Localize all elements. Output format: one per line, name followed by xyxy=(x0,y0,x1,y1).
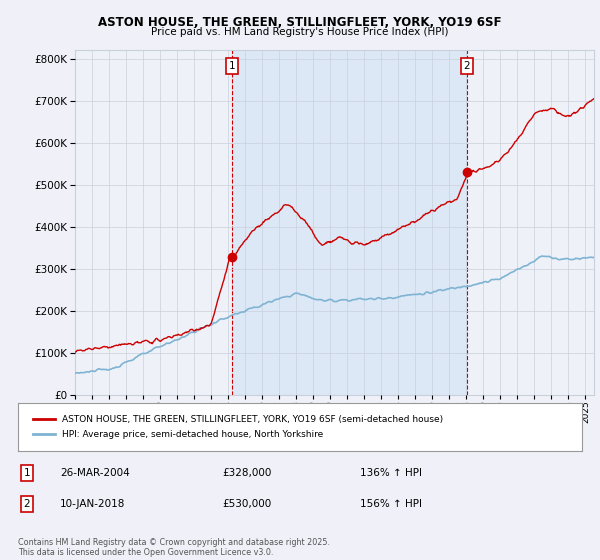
Text: £328,000: £328,000 xyxy=(222,468,271,478)
Bar xyxy=(232,50,467,395)
Text: £530,000: £530,000 xyxy=(222,499,271,509)
Text: 1: 1 xyxy=(229,61,235,71)
Text: Contains HM Land Registry data © Crown copyright and database right 2025.
This d: Contains HM Land Registry data © Crown c… xyxy=(18,538,330,557)
Text: 26-MAR-2004: 26-MAR-2004 xyxy=(60,468,130,478)
Text: 2: 2 xyxy=(23,499,31,509)
Text: Price paid vs. HM Land Registry's House Price Index (HPI): Price paid vs. HM Land Registry's House … xyxy=(151,27,449,37)
Text: ASTON HOUSE, THE GREEN, STILLINGFLEET, YORK, YO19 6SF: ASTON HOUSE, THE GREEN, STILLINGFLEET, Y… xyxy=(98,16,502,29)
Text: 2: 2 xyxy=(464,61,470,71)
Text: 156% ↑ HPI: 156% ↑ HPI xyxy=(360,499,422,509)
Text: 136% ↑ HPI: 136% ↑ HPI xyxy=(360,468,422,478)
Text: 10-JAN-2018: 10-JAN-2018 xyxy=(60,499,125,509)
Legend: ASTON HOUSE, THE GREEN, STILLINGFLEET, YORK, YO19 6SF (semi-detached house), HPI: ASTON HOUSE, THE GREEN, STILLINGFLEET, Y… xyxy=(28,411,448,443)
Text: 1: 1 xyxy=(23,468,31,478)
